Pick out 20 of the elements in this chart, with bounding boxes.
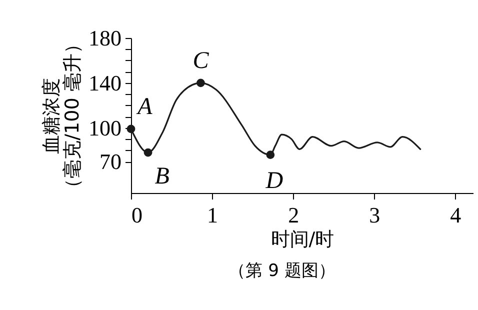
annotation: C: [192, 48, 210, 74]
y-tick-label: 180: [88, 26, 122, 50]
x-tick-label: 1: [207, 202, 218, 228]
x-tick-label: 0: [132, 202, 142, 228]
point: [196, 78, 205, 88]
point: [266, 150, 275, 159]
x-tick-label: 4: [450, 202, 462, 228]
point: [126, 124, 136, 134]
annotation: D: [264, 168, 284, 194]
y-tick-label: 100: [88, 115, 122, 140]
point: [144, 148, 152, 157]
text: （第 9 题图）: [228, 261, 336, 281]
x-tick-label: 2: [288, 202, 300, 228]
annotation: A: [136, 94, 153, 120]
y-axis-title: 血糖浓度（毫克/100 毫升）: [40, 34, 84, 198]
y-tick-label: 70: [100, 149, 122, 174]
annotation: B: [154, 164, 170, 190]
x-tick-label: 3: [369, 202, 380, 228]
x-axis-title: 时间/时: [270, 228, 334, 250]
y-tick-label: 140: [88, 70, 122, 96]
